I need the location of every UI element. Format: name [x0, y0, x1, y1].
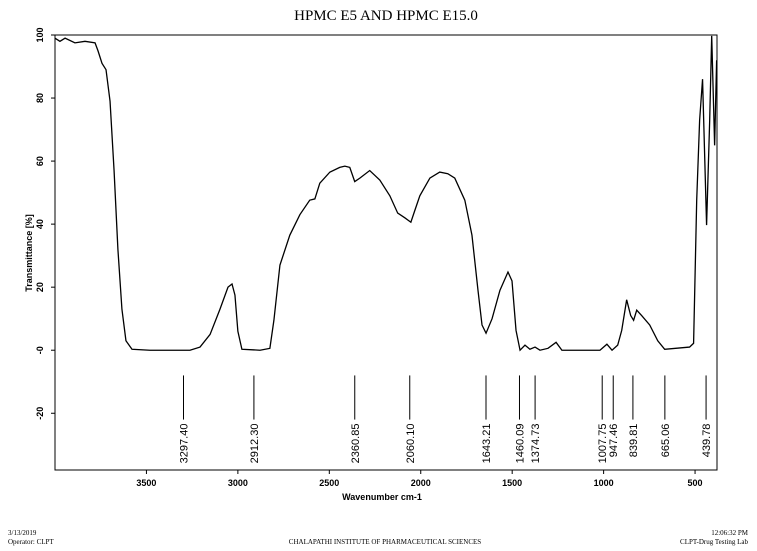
peak-label: 2360.85 [350, 424, 362, 464]
footer-date: 3/13/2019 [8, 529, 37, 537]
peak-label: 1460.09 [514, 424, 526, 464]
x-tick-label: 3000 [228, 478, 248, 488]
footer-operator: Operator: CLPT [8, 538, 54, 546]
y-tick-label: 80 [35, 93, 45, 103]
x-tick-label: 2000 [411, 478, 431, 488]
y-tick-label: 20 [35, 282, 45, 292]
x-tick-label: 2500 [319, 478, 339, 488]
peak-label: 1374.73 [530, 424, 542, 464]
plot-frame [54, 34, 718, 471]
footer-lab: CLPT-Drug Testing Lab [680, 538, 748, 546]
x-tick-label: 1000 [594, 478, 614, 488]
chart-title: HPMC E5 AND HPMC E15.0 [294, 8, 478, 24]
peak-label: 1007.75 [597, 424, 609, 464]
peak-label: 3297.40 [178, 424, 190, 464]
peak-label: 1643.21 [481, 424, 493, 464]
peak-label: 839.81 [628, 424, 640, 458]
peak-label: 665.06 [660, 424, 672, 458]
x-tick-label: 1500 [502, 478, 522, 488]
y-tick-label: 60 [35, 156, 45, 166]
peak-label: 2060.10 [405, 424, 417, 464]
y-tick-label: 40 [35, 219, 45, 229]
y-tick-label: -20 [35, 407, 45, 420]
y-axis-label: Transmittance [%] [24, 214, 34, 292]
x-tick-label: 3500 [136, 478, 156, 488]
y-tick-label: 100 [35, 27, 45, 42]
peak-label: 439.78 [701, 424, 713, 458]
footer-time: 12:06:32 PM [711, 529, 749, 537]
footer-institute: CHALAPATHI INSTITUTE OF PHARMACEUTICAL S… [289, 538, 481, 546]
peak-label: 947.46 [608, 424, 620, 458]
x-axis-label: Wavenumber cm-1 [342, 492, 422, 502]
peak-label: 2912.30 [249, 424, 261, 464]
x-tick-label: 500 [688, 478, 703, 488]
y-tick-label: -0 [35, 346, 45, 354]
spectrum-line [54, 35, 718, 352]
